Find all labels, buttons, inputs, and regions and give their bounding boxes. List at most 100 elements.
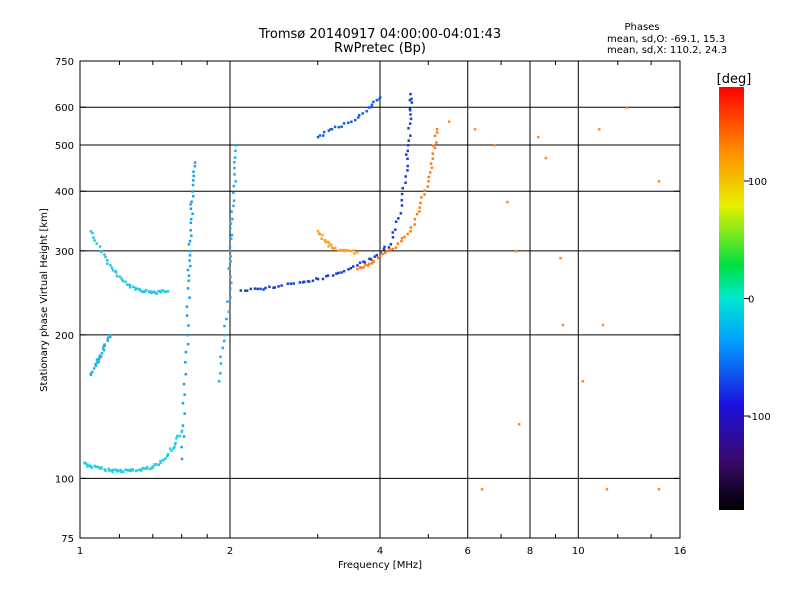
data-point [188,239,192,243]
data-point [387,246,391,249]
data-point [657,488,661,491]
data-point [332,247,335,250]
data-point [316,135,320,139]
data-point [183,393,186,396]
data-point [427,175,431,179]
data-point [373,255,377,258]
data-point [109,333,112,337]
data-point [95,242,99,245]
data-point [418,210,421,213]
data-point [95,361,99,364]
data-point [109,264,112,267]
data-point [187,274,191,277]
data-point [352,249,355,252]
data-point [413,223,416,226]
x-tick-label: 10 [572,546,585,557]
data-point [431,144,435,147]
data-point [321,134,325,137]
data-point [173,443,177,446]
data-point [302,280,306,284]
data-point [103,253,106,256]
data-point [330,243,333,247]
data-point [226,300,229,303]
data-point [433,146,437,150]
data-point [423,189,426,192]
data-point [400,198,404,202]
data-point [122,470,125,473]
data-point [127,469,130,472]
data-point [561,323,565,327]
data-point [187,243,191,246]
x-tick-label: 16 [674,546,687,557]
data-point [327,245,330,248]
data-point [186,342,190,346]
data-point [191,212,194,216]
data-point [92,367,96,370]
data-point [356,264,359,267]
data-point [406,143,410,147]
data-point [139,469,143,472]
data-point [229,249,232,253]
data-point [340,125,343,129]
data-point [173,445,176,449]
data-point [391,247,394,251]
data-point [370,262,374,265]
data-point [435,131,439,134]
data-point [232,199,236,202]
data-point [427,180,430,183]
data-point [394,220,398,223]
data-point [111,269,115,272]
data-point [104,255,107,259]
data-point [100,351,104,355]
data-point [408,122,412,125]
data-point [404,153,408,156]
data-point [232,204,235,208]
data-point [409,117,413,121]
data-point [657,180,661,183]
data-point [401,186,404,190]
data-point [230,210,233,213]
y-tick-label: 500 [55,141,74,152]
data-point [157,289,160,293]
data-point [391,231,395,234]
data-point [379,255,382,258]
data-point [120,470,123,474]
data-point [356,251,359,254]
data-point [127,283,130,286]
data-point [229,287,232,291]
data-point [325,274,328,278]
data-point [409,113,412,116]
data-point [141,466,145,470]
data-point [382,247,386,251]
data-point [406,164,409,168]
legend-title: Phases [624,22,659,33]
data-point [178,434,182,438]
data-point [189,217,193,221]
data-point [193,161,197,164]
legend-line-x: mean, sd,X: 110.2, 24.3 [607,45,727,56]
data-point [182,382,186,386]
data-points [83,92,661,491]
data-point [187,279,190,282]
data-point [234,149,237,153]
data-point [230,281,233,285]
data-point [184,350,188,354]
data-point [229,255,232,258]
data-point [315,277,318,280]
data-point [111,470,114,474]
data-point [100,250,103,254]
data-point [135,469,139,472]
data-point [426,185,429,188]
data-point [175,437,178,440]
data-point [321,233,324,237]
data-point [400,239,403,243]
data-point [407,139,411,142]
x-tick-label: 8 [527,546,533,557]
colorbar-tick-label: 100 [748,177,767,188]
data-point [148,290,151,293]
data-point [113,468,117,471]
data-point [419,201,422,205]
data-point [188,296,191,299]
data-point [400,192,404,196]
data-point [185,314,189,317]
